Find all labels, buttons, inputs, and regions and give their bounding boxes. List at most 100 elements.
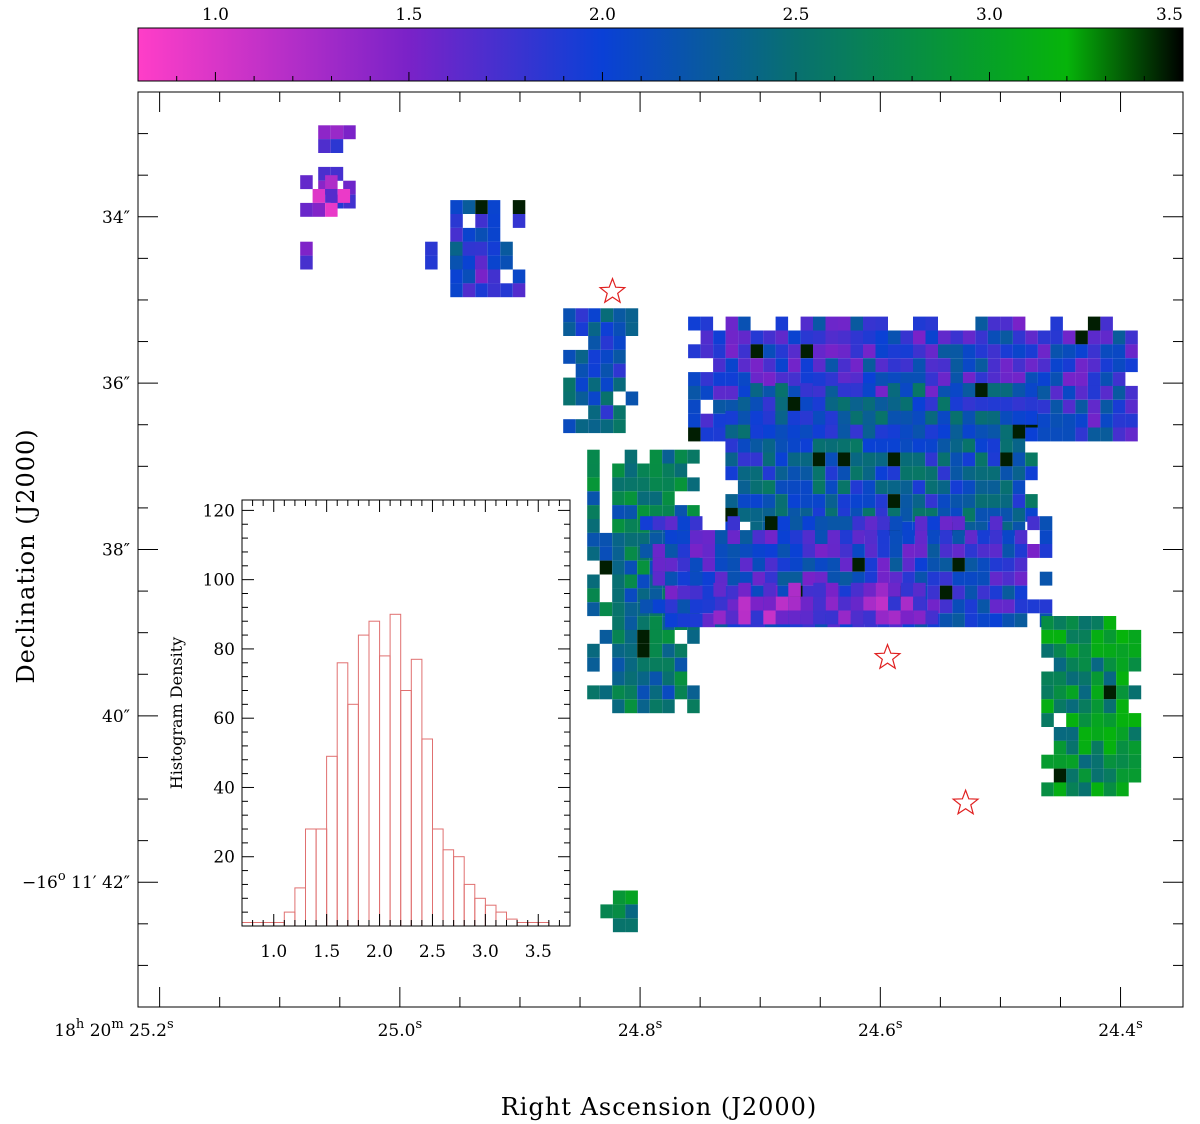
- map-pixel: [1066, 699, 1079, 714]
- map-pixel: [425, 255, 438, 270]
- map-pixel: [727, 516, 740, 531]
- map-pixel: [1037, 372, 1051, 386]
- map-pixel: [937, 438, 951, 453]
- map-pixel: [649, 588, 663, 603]
- map-pixel: [1002, 557, 1015, 572]
- map-pixel: [987, 466, 1001, 481]
- map-pixel: [1075, 358, 1088, 373]
- map-pixel: [725, 316, 739, 331]
- map-pixel: [613, 405, 626, 420]
- map-pixel: [1128, 768, 1142, 783]
- map-pixels: [300, 125, 1142, 933]
- x-tick-label: 18h 20m 25.2s: [54, 1017, 173, 1041]
- map-pixel: [850, 383, 863, 397]
- map-pixel: [599, 602, 613, 617]
- map-pixel: [939, 613, 953, 628]
- map-pixel: [937, 466, 951, 481]
- map-pixel: [863, 344, 876, 359]
- map-pixel: [1041, 616, 1054, 630]
- map-pixel: [775, 610, 789, 625]
- map-pixel: [962, 438, 976, 453]
- map-pixel: [738, 316, 751, 331]
- map-pixel: [775, 466, 788, 481]
- map-pixel: [649, 449, 663, 464]
- map-pixel: [665, 571, 678, 586]
- map-pixel: [637, 574, 650, 589]
- histogram-inset: 1.0 1.5 2.0 2.5 3.0 3.5 20 40 60 80 100 120 Histogr…: [167, 499, 571, 962]
- map-pixel: [912, 452, 926, 467]
- map-pixel: [763, 385, 776, 400]
- map-pixel: [987, 494, 1001, 508]
- map-pixel: [1012, 466, 1026, 481]
- map-pixel: [624, 671, 638, 686]
- map-pixel: [852, 516, 865, 531]
- map-pixel: [838, 330, 851, 345]
- map-pixel: [727, 557, 740, 572]
- map-pixel: [1116, 713, 1129, 727]
- map-pixel: [1050, 399, 1063, 414]
- map-pixel: [725, 410, 738, 425]
- map-pixel: [912, 466, 926, 481]
- map-pixel: [1116, 740, 1129, 755]
- map-pixel: [763, 372, 776, 386]
- map-pixel: [575, 363, 589, 378]
- map-pixel: [612, 505, 625, 519]
- map-pixel: [1012, 410, 1026, 425]
- colorbar-tick-label: 3.5: [1156, 5, 1183, 25]
- map-pixel: [840, 571, 853, 586]
- histogram-x-tick-label: 1.5: [313, 942, 340, 962]
- map-pixel: [599, 560, 613, 575]
- map-pixel: [989, 585, 1003, 600]
- map-pixel: [1000, 424, 1013, 439]
- map-pixel: [1112, 344, 1126, 359]
- map-pixel: [600, 391, 614, 406]
- map-pixel: [837, 480, 851, 495]
- map-pixel: [1066, 671, 1079, 686]
- map-pixel: [687, 505, 700, 519]
- map-pixel: [1002, 544, 1015, 558]
- map-pixel: [625, 918, 638, 933]
- map-pixel: [875, 438, 888, 453]
- map-pixel: [975, 330, 988, 345]
- map-pixel: [825, 480, 838, 495]
- map-pixel: [1087, 413, 1101, 428]
- map-pixel: [588, 419, 601, 434]
- map-pixel: [649, 685, 663, 700]
- map-pixel: [800, 452, 813, 467]
- map-pixel: [1066, 685, 1079, 700]
- map-pixel: [487, 269, 501, 284]
- map-pixel: [962, 424, 976, 439]
- map-pixel: [813, 344, 826, 359]
- map-pixel: [613, 349, 626, 364]
- map-pixel: [1125, 358, 1138, 373]
- map-pixel: [588, 405, 601, 420]
- map-pixel: [825, 397, 838, 411]
- map-pixel: [1014, 599, 1028, 614]
- map-pixel: [863, 596, 876, 611]
- map-pixel: [1053, 754, 1067, 769]
- map-pixel: [662, 449, 675, 464]
- map-pixel: [450, 283, 463, 298]
- map-pixel: [1066, 657, 1079, 672]
- map-pixel: [1053, 671, 1067, 686]
- map-pixel: [788, 385, 801, 400]
- map-pixel: [914, 571, 928, 586]
- map-pixel: [762, 480, 776, 495]
- map-pixel: [939, 544, 953, 558]
- map-pixel: [850, 480, 863, 495]
- map-pixel: [1075, 372, 1088, 386]
- map-pixel: [475, 200, 488, 214]
- map-pixel: [1066, 768, 1079, 783]
- map-pixel: [1116, 782, 1129, 797]
- map-pixel: [687, 449, 700, 464]
- map-pixel: [690, 585, 703, 600]
- map-pixel: [750, 358, 764, 373]
- map-pixel: [800, 372, 814, 386]
- map-pixel: [962, 344, 976, 359]
- map-pixel: [812, 494, 826, 508]
- map-pixel: [900, 344, 913, 359]
- map-pixel: [665, 544, 678, 558]
- map-pixel: [1066, 713, 1079, 727]
- map-pixel: [702, 613, 715, 628]
